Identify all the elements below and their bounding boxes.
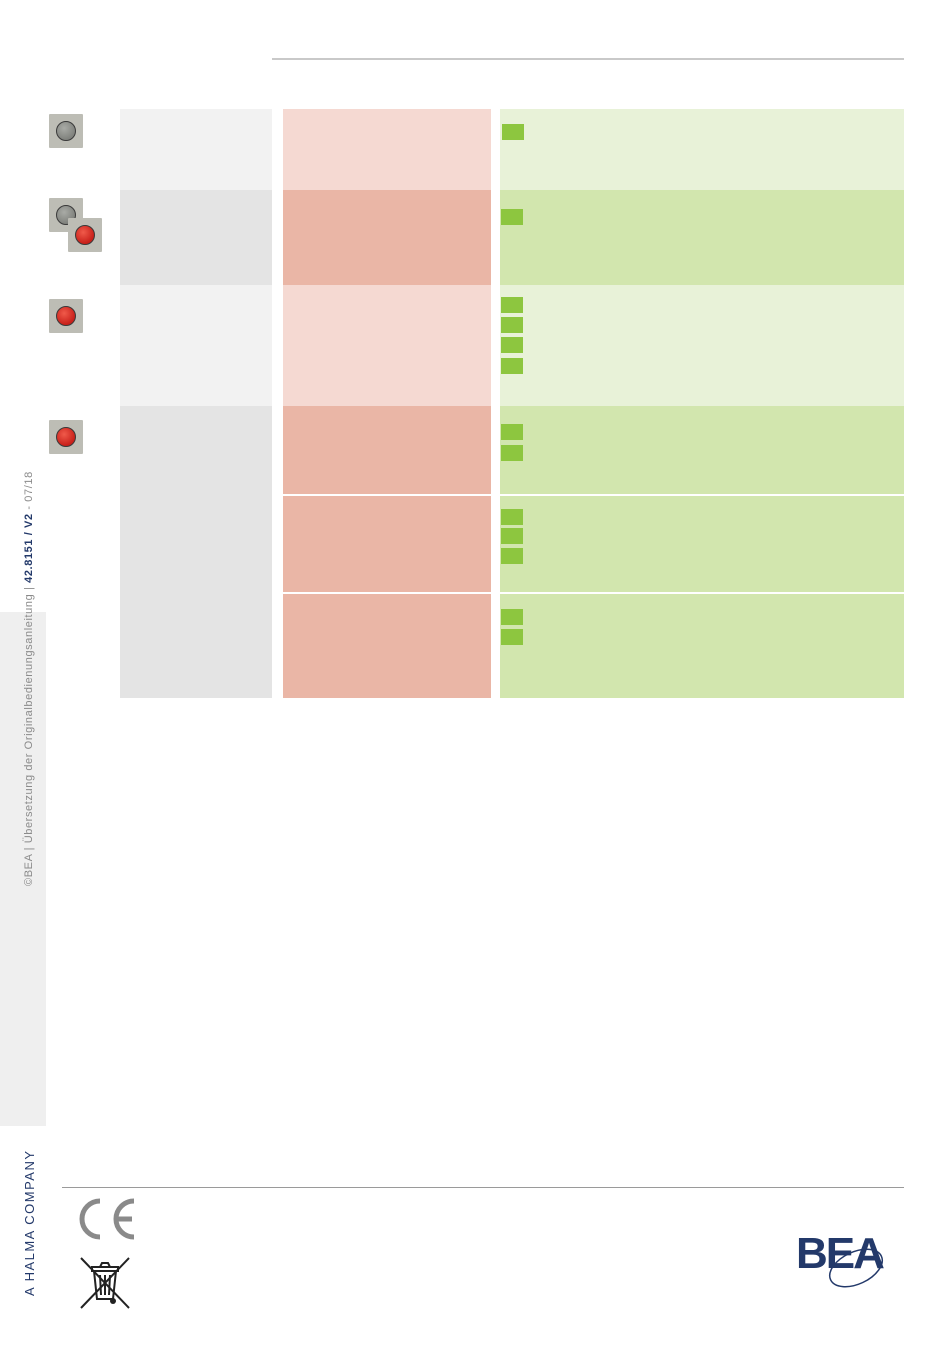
cause-cell [283, 594, 491, 698]
solution-bullet [501, 297, 523, 313]
solution-bullet [501, 209, 523, 225]
solution-bullet [501, 528, 523, 544]
status-cell [120, 285, 272, 406]
cause-cell [283, 496, 491, 592]
solution-cell [500, 496, 904, 592]
solution-cell [500, 594, 904, 698]
header-rule [272, 58, 904, 60]
solution-bullet [501, 337, 523, 353]
document-number: 42.8151 / V2 [23, 513, 35, 583]
led-red-icon [49, 299, 83, 333]
led-red-icon [49, 420, 83, 454]
solution-bullet [502, 124, 524, 140]
status-cell [120, 190, 272, 285]
ce-mark-icon [79, 1198, 135, 1240]
solution-bullet [501, 629, 523, 645]
halma-company-tag: A HALMA COMPANY [22, 1149, 37, 1296]
cause-cell [283, 285, 491, 406]
solution-bullet [501, 424, 523, 440]
document-date: 07/18 [23, 471, 35, 502]
led-off-icon [49, 114, 83, 148]
solution-cell [500, 190, 904, 285]
weee-bin-icon [80, 1257, 130, 1309]
cause-cell [283, 109, 491, 190]
cause-cell [283, 190, 491, 285]
solution-cell [500, 406, 904, 494]
status-cell [120, 109, 272, 190]
solution-bullet [501, 548, 523, 564]
cause-cell [283, 406, 491, 494]
solution-cell [500, 285, 904, 406]
bea-logo: BEA [796, 1229, 886, 1288]
status-cell [120, 406, 272, 698]
solution-cell [500, 109, 904, 190]
footer-rule [62, 1187, 904, 1188]
led-red-icon [68, 218, 102, 252]
svg-text:BEA: BEA [796, 1229, 884, 1278]
solution-bullet [501, 445, 523, 461]
document-title: Übersetzung der Originalbedienungsanleit… [23, 593, 35, 844]
copyright: ©BEA [23, 854, 35, 886]
solution-bullet [501, 317, 523, 333]
document-info: ©BEA | Übersetzung der Originalbedienung… [23, 471, 35, 886]
document-sidebar: ©BEA | Übersetzung der Originalbedienung… [0, 471, 46, 1126]
solution-bullet [501, 609, 523, 625]
solution-bullet [501, 358, 523, 374]
solution-bullet [501, 509, 523, 525]
